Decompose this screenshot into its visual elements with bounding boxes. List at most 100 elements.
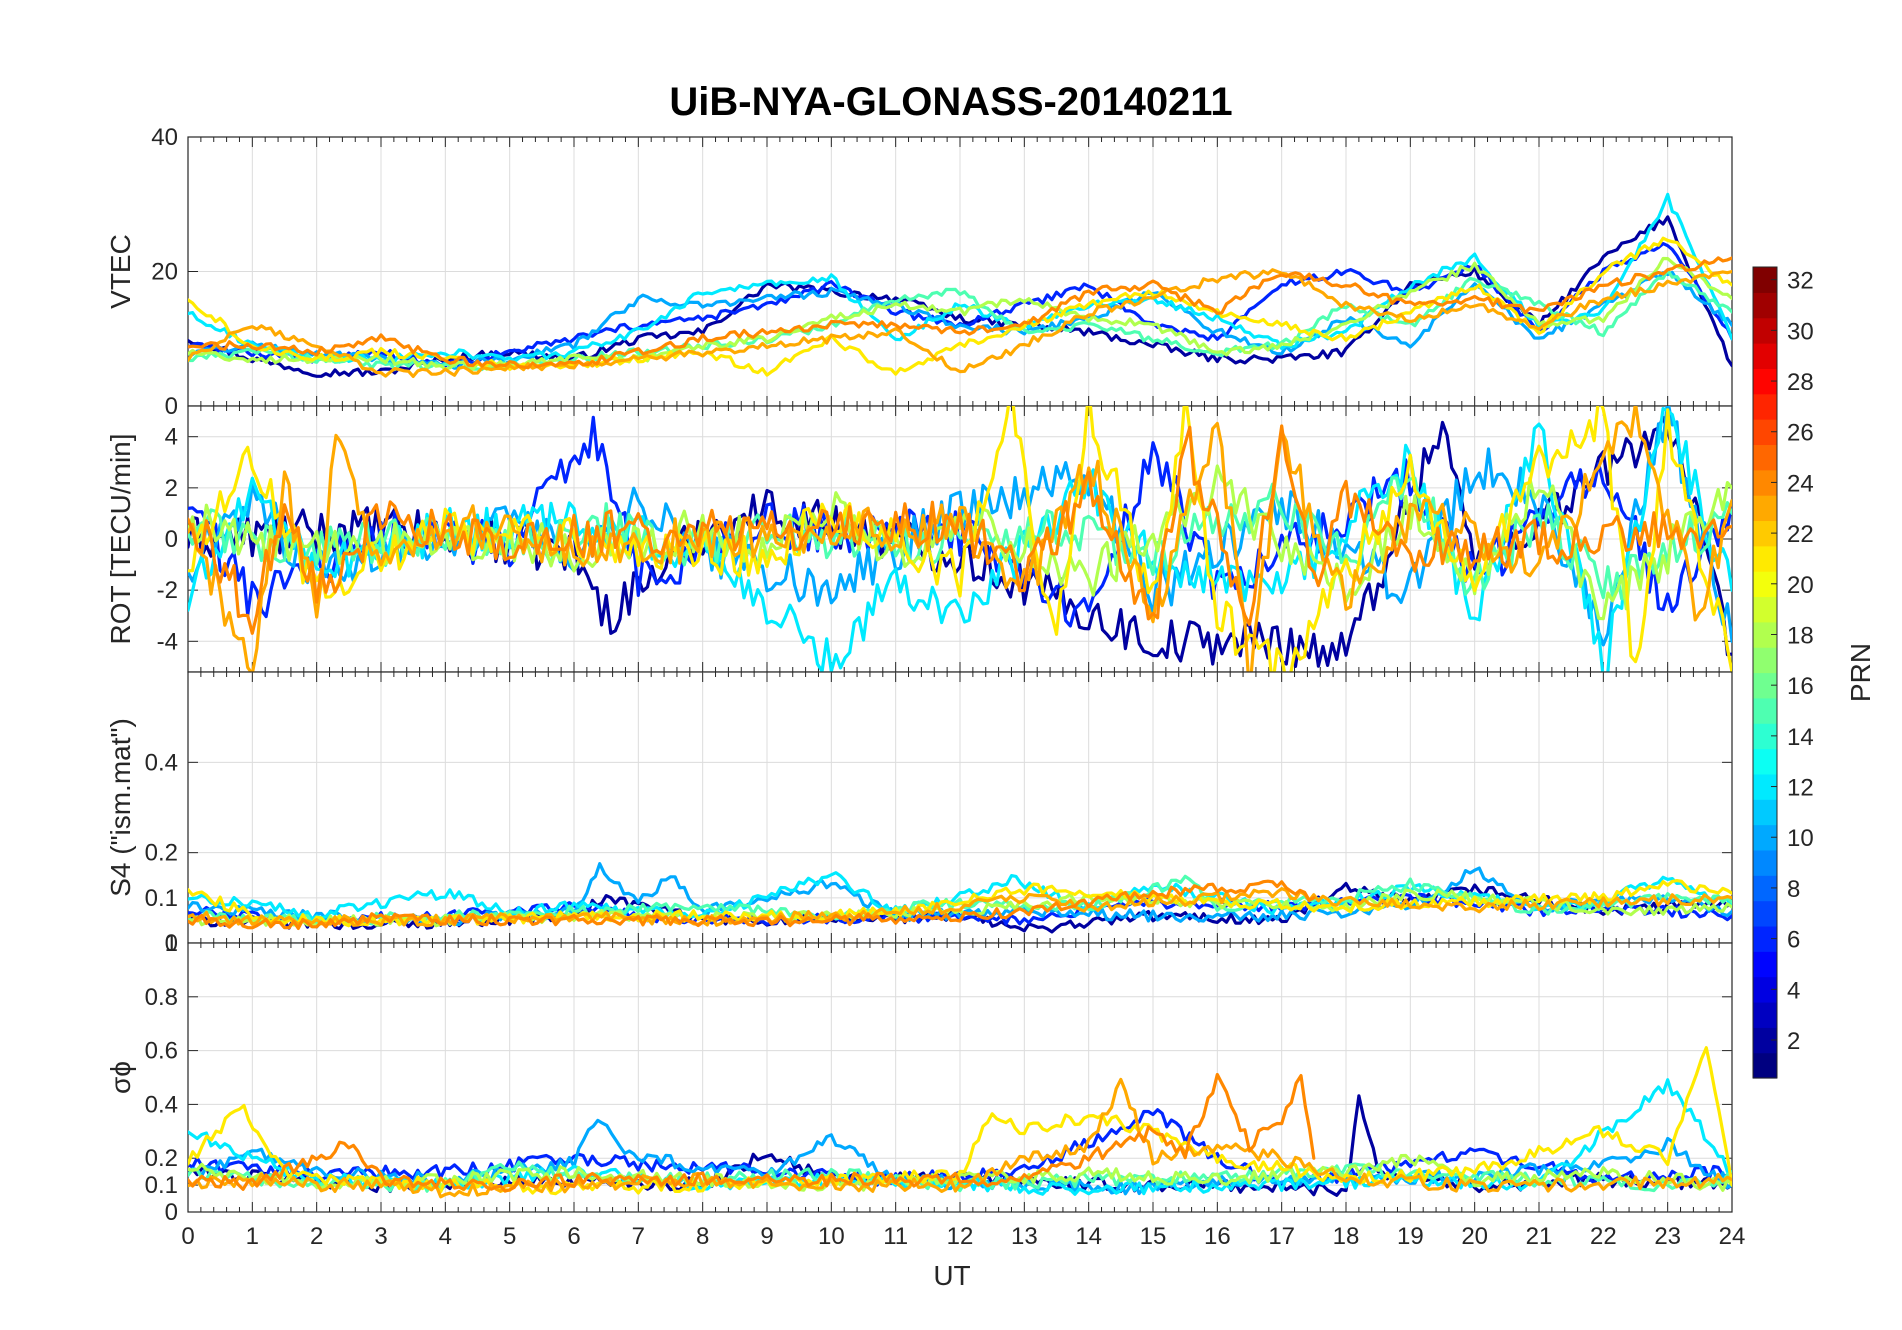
- x-tick-label: 16: [1204, 1223, 1231, 1250]
- colorbar-segment: [1753, 292, 1777, 319]
- series-prn-24: [188, 256, 1732, 370]
- y-tick-label: 0: [165, 1199, 178, 1226]
- x-tick-label: 22: [1590, 1223, 1617, 1250]
- colorbar-tick-label: 28: [1787, 369, 1814, 396]
- x-tick-label: 14: [1075, 1223, 1102, 1250]
- series-prn-23: [188, 268, 1732, 378]
- x-tick-label: 5: [503, 1223, 516, 1250]
- y-axis-label-rot: ROT [TECU/min]: [105, 433, 136, 644]
- x-tick-label: 2: [310, 1223, 323, 1250]
- colorbar-segment: [1753, 748, 1777, 775]
- panel-vtec: 0 20 40 VTEC: [105, 124, 1733, 420]
- series-prn-24: [188, 424, 1732, 635]
- colorbar-tick-label: 10: [1787, 825, 1814, 852]
- series-prn-24: [188, 1072, 1316, 1193]
- y-tick-label: 0: [165, 526, 178, 553]
- traces-s4: [188, 862, 1732, 934]
- x-tick-label: 6: [567, 1223, 580, 1250]
- x-tick-label: 1: [246, 1223, 259, 1250]
- y-tick-label: 0.4: [145, 1091, 178, 1118]
- colorbar-segment: [1753, 697, 1777, 724]
- colorbar-segment: [1753, 495, 1777, 522]
- y-tick-label: 0.8: [145, 984, 178, 1011]
- y-tick-label: 0: [165, 930, 178, 957]
- colorbar-tick-label: 12: [1787, 775, 1814, 802]
- y-tick-label: 0.2: [145, 1145, 178, 1172]
- panel-rot: -4 -2 0 2 4 ROT [TECU/min]: [105, 405, 1733, 673]
- x-axis-label: UT: [933, 1260, 970, 1291]
- colorbar-tick-label: 4: [1787, 977, 1800, 1004]
- series-prn-15: [188, 268, 1732, 372]
- colorbar-segment: [1753, 393, 1777, 420]
- y-axis-label-s4: S4 ("ism.mat"): [105, 718, 136, 897]
- x-tick-label: 19: [1397, 1223, 1424, 1250]
- x-tick-label: 24: [1719, 1223, 1746, 1250]
- colorbar-segment: [1753, 596, 1777, 623]
- series-prn-12: [188, 192, 1732, 364]
- x-tick-label: 4: [439, 1223, 452, 1250]
- colorbar-segment: [1753, 545, 1777, 572]
- colorbar-tick-label: 8: [1787, 876, 1800, 903]
- y-tick-label: -2: [157, 577, 178, 604]
- y-tick-label: 2: [165, 475, 178, 502]
- y-tick-label: 0.2: [145, 840, 178, 867]
- series-prn-23: [188, 1077, 1732, 1199]
- colorbar-tick-label: 2: [1787, 1028, 1800, 1055]
- colorbar-segment: [1753, 951, 1777, 978]
- x-tick-label: 7: [632, 1223, 645, 1250]
- y-tick-label: 0.6: [145, 1038, 178, 1065]
- x-tick-label: 11: [883, 1223, 908, 1250]
- colorbar-tick-label: 20: [1787, 572, 1814, 599]
- traces-vtec: [188, 192, 1732, 378]
- colorbar-tick-label: 18: [1787, 622, 1814, 649]
- x-tick-label: 13: [1011, 1223, 1038, 1250]
- colorbar-segment: [1753, 1001, 1777, 1028]
- colorbar-tick-label: 6: [1787, 927, 1800, 954]
- x-tick-label: 3: [374, 1223, 387, 1250]
- series-prn-12: [188, 871, 1732, 921]
- colorbar-tick-label: 30: [1787, 318, 1814, 345]
- y-tick-label: 40: [151, 124, 178, 151]
- y-tick-label: 1: [165, 930, 178, 957]
- colorbar-frame: [1752, 266, 1778, 1079]
- y-tick-label: 0.4: [145, 749, 178, 776]
- colorbar-tick-label: 24: [1787, 470, 1814, 497]
- colorbar-tick-label: 32: [1787, 268, 1814, 295]
- y-tick-label: 4: [165, 424, 178, 451]
- series-prn-23: [188, 887, 1732, 928]
- x-tick-label: 15: [1140, 1223, 1167, 1250]
- series-prn-24: [188, 879, 1316, 930]
- x-tick-label: 8: [696, 1223, 709, 1250]
- colorbar-tick-label: 22: [1787, 521, 1814, 548]
- colorbar-segment: [1753, 900, 1777, 927]
- colorbar-segment: [1753, 849, 1777, 876]
- y-tick-label: 0.1: [145, 885, 178, 912]
- colorbar-segment: [1753, 647, 1777, 674]
- x-tick-label: 23: [1654, 1223, 1681, 1250]
- x-tick-label: 0: [181, 1223, 194, 1250]
- x-tick-label: 10: [818, 1223, 845, 1250]
- y-tick-label: 0: [165, 393, 178, 420]
- y-tick-label: -4: [157, 628, 178, 655]
- y-axis-label-vtec: VTEC: [105, 234, 136, 309]
- y-tick-label: 0.1: [145, 1172, 178, 1199]
- colorbar-segment: [1753, 1052, 1777, 1079]
- traces-rot: [188, 406, 1732, 672]
- colorbar-segment: [1753, 343, 1777, 369]
- colorbar-tick-label: 26: [1787, 420, 1814, 447]
- x-tick-label: 9: [760, 1223, 773, 1250]
- y-tick-label: 20: [151, 259, 178, 286]
- colorbar-tick-label: 14: [1787, 724, 1814, 751]
- colorbar-segment: [1753, 799, 1777, 826]
- series-prn-21: [188, 406, 1732, 672]
- traces-sigma: [188, 1046, 1732, 1199]
- series-prn-15: [188, 476, 1732, 601]
- colorbar-label: PRN: [1845, 643, 1876, 702]
- x-tick-label: 17: [1268, 1223, 1295, 1250]
- y-axis-label-sigma: σϕ: [105, 1061, 136, 1094]
- x-tick-label: 18: [1333, 1223, 1360, 1250]
